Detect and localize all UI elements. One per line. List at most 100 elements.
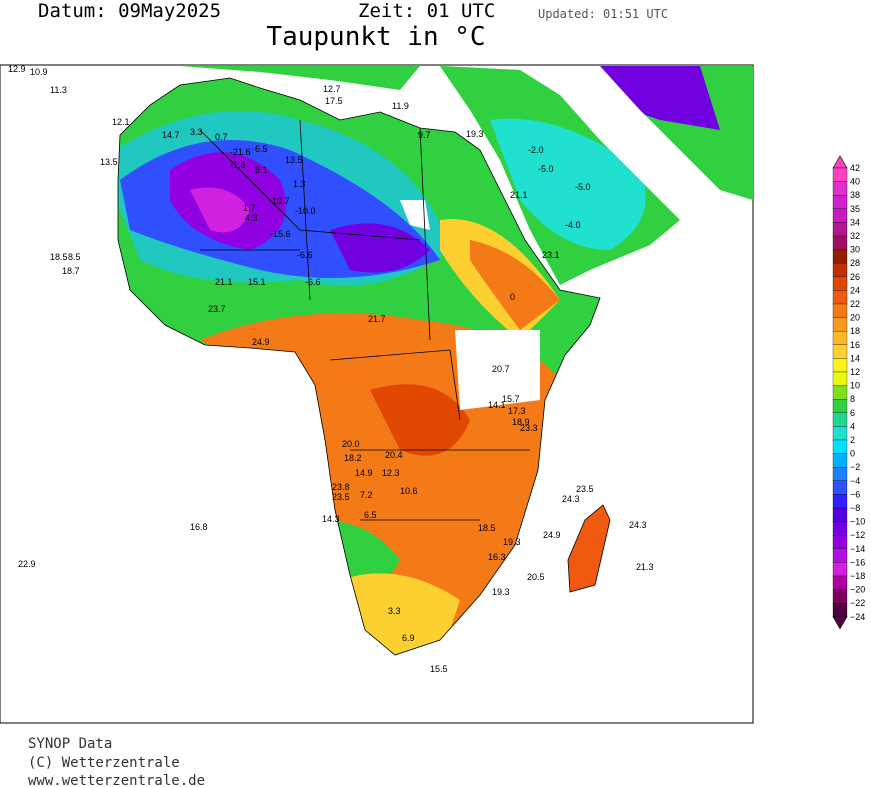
colorbar-label: 14 <box>850 353 860 363</box>
colorbar-segment <box>832 521 848 536</box>
colorbar-segment <box>832 167 848 182</box>
colorbar-label: −12 <box>850 530 865 540</box>
colorbar-label: 0 <box>850 449 855 459</box>
station-value: -15.6 <box>270 229 291 239</box>
station-value: 4.3 <box>245 213 258 223</box>
colorbar-segment <box>832 276 848 291</box>
station-value: 13.5 <box>285 155 303 165</box>
colorbar-segment <box>832 575 848 590</box>
station-value: 10.9 <box>30 67 48 77</box>
station-value: 6.9 <box>402 633 415 643</box>
colorbar-segment <box>832 494 848 509</box>
station-value: 24.9 <box>543 530 561 540</box>
station-value: 21.3 <box>636 562 654 572</box>
station-labels: 12.9 10.911.3 12.1 13.5 14.7 3.3 0.7-21.6 -1.6 6… <box>8 64 654 674</box>
colorbar-segment <box>832 467 848 481</box>
colorbar-top-arrow <box>832 155 848 169</box>
station-value: 19.3 <box>492 587 510 597</box>
station-value: -1.6 <box>230 160 246 170</box>
station-value: 24.9 <box>252 337 270 347</box>
footer-url: www.wetterzentrale.de <box>28 773 205 787</box>
colorbar-segment <box>832 453 848 468</box>
colorbar-label: 8 <box>850 394 855 404</box>
station-value: 21.7 <box>368 314 386 324</box>
station-value: 10.7 <box>272 196 290 206</box>
station-value: 20.4 <box>385 450 403 460</box>
borders <box>117 77 611 656</box>
colorbar-segment <box>832 439 848 454</box>
station-value: 15.7 <box>502 394 520 404</box>
footer-copyright: (C) Wetterzentrale <box>28 755 180 771</box>
colorbar-label: 16 <box>850 340 860 350</box>
station-value: 23.5 <box>332 492 350 502</box>
colorbar-label: −24 <box>850 612 865 622</box>
station-value: 18.5 <box>478 523 496 533</box>
colorbar-segment <box>832 317 848 332</box>
colorbar-segment <box>832 208 848 223</box>
station-value: 13.5 <box>100 157 118 167</box>
station-value: 11.3 <box>50 85 67 95</box>
station-value: 22.9 <box>18 559 36 569</box>
station-value: 16.3 <box>488 552 506 562</box>
station-value: 23.1 <box>542 250 560 260</box>
station-value: 12.1 <box>112 117 130 127</box>
station-value: -6.6 <box>305 277 321 287</box>
station-value: 3.3 <box>190 127 203 137</box>
colorbar-segment <box>832 371 848 386</box>
colorbar-label: 24 <box>850 285 860 295</box>
station-value: 17.3 <box>508 406 526 416</box>
colorbar-label: −8 <box>850 503 860 513</box>
colorbar-label: 30 <box>850 245 860 255</box>
station-value: 12.7 <box>323 84 341 94</box>
colorbar-label: −10 <box>850 517 865 527</box>
station-value: 1.7 <box>243 203 256 213</box>
colorbar-label: −6 <box>850 489 860 499</box>
colorbar-label: 20 <box>850 313 860 323</box>
colorbar-segment <box>832 181 848 196</box>
station-value: 23.7 <box>208 304 226 314</box>
colorbar-label: 34 <box>850 217 860 227</box>
station-value: 14.9 <box>355 468 373 478</box>
station-value: 20.5 <box>527 572 545 582</box>
station-value: 15.5 <box>430 664 448 674</box>
station-value: 3.3 <box>388 606 401 616</box>
colorbar-label: −18 <box>850 571 865 581</box>
colorbar-label: 22 <box>850 299 860 309</box>
colorbar-segment <box>832 399 848 413</box>
station-value: -21.6 <box>230 147 251 157</box>
colorbar-segment <box>832 358 848 373</box>
colorbar-segment <box>832 412 848 427</box>
colorbar-label: 26 <box>850 272 860 282</box>
footer-source: SYNOP Data <box>28 736 112 752</box>
station-value: -6.6 <box>297 250 313 260</box>
station-value: 14.7 <box>162 130 180 140</box>
colorbar-segment <box>832 344 848 359</box>
colorbar-segment <box>832 222 848 237</box>
station-value: 23.3 <box>520 423 538 433</box>
station-value: 24.3 <box>562 494 580 504</box>
colorbar-label: 2 <box>850 435 855 445</box>
station-value: 12.3 <box>382 468 400 478</box>
colorbar-label: 6 <box>850 408 855 418</box>
station-value: 16.8 <box>190 522 208 532</box>
station-value: 21.1 <box>510 190 528 200</box>
colorbar-label: 35 <box>850 204 860 214</box>
station-value: -4.0 <box>565 220 581 230</box>
colorbar-label: 40 <box>850 177 860 187</box>
station-value: -5.0 <box>538 164 554 174</box>
colorbar-bottom-arrow <box>832 616 848 630</box>
date: Datum: 09May2025 <box>38 0 221 22</box>
station-value: 20.0 <box>342 439 360 449</box>
colorbar-segment <box>832 426 848 441</box>
colorbar-label: 10 <box>850 381 860 391</box>
colorbar-label: 12 <box>850 367 860 377</box>
station-value: 6.5 <box>255 144 268 154</box>
colorbar-label: −22 <box>850 598 865 608</box>
colorbar-segment <box>832 548 848 563</box>
station-value: 7.2 <box>360 490 373 500</box>
colorbar-segment <box>832 290 848 305</box>
colorbar-segment <box>832 249 848 264</box>
station-value: -5.0 <box>575 182 591 192</box>
